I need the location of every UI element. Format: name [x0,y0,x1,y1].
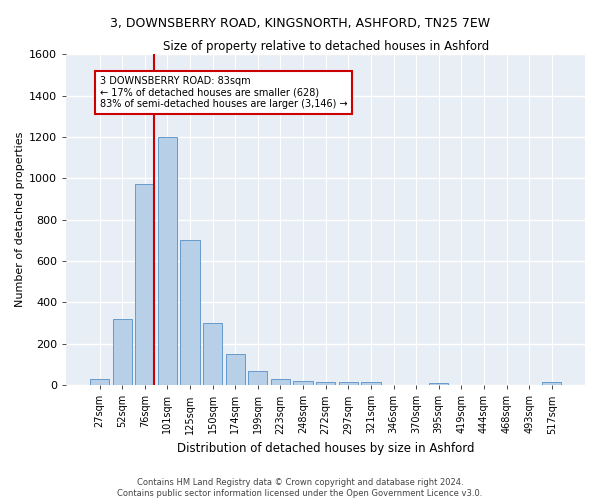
X-axis label: Distribution of detached houses by size in Ashford: Distribution of detached houses by size … [177,442,475,455]
Y-axis label: Number of detached properties: Number of detached properties [15,132,25,308]
Bar [542,382,562,385]
Bar [248,370,268,385]
Text: 3 DOWNSBERRY ROAD: 83sqm
← 17% of detached houses are smaller (628)
83% of semi-: 3 DOWNSBERRY ROAD: 83sqm ← 17% of detach… [100,76,347,109]
Bar [203,323,222,385]
Bar [226,354,245,385]
Bar [316,382,335,385]
Bar [135,184,154,385]
Bar [338,382,358,385]
Text: 3, DOWNSBERRY ROAD, KINGSNORTH, ASHFORD, TN25 7EW: 3, DOWNSBERRY ROAD, KINGSNORTH, ASHFORD,… [110,18,490,30]
Bar [158,137,177,385]
Bar [181,240,200,385]
Bar [361,382,380,385]
Title: Size of property relative to detached houses in Ashford: Size of property relative to detached ho… [163,40,489,53]
Bar [113,319,132,385]
Text: Contains HM Land Registry data © Crown copyright and database right 2024.
Contai: Contains HM Land Registry data © Crown c… [118,478,482,498]
Bar [429,383,448,385]
Bar [271,379,290,385]
Bar [293,381,313,385]
Bar [90,379,109,385]
